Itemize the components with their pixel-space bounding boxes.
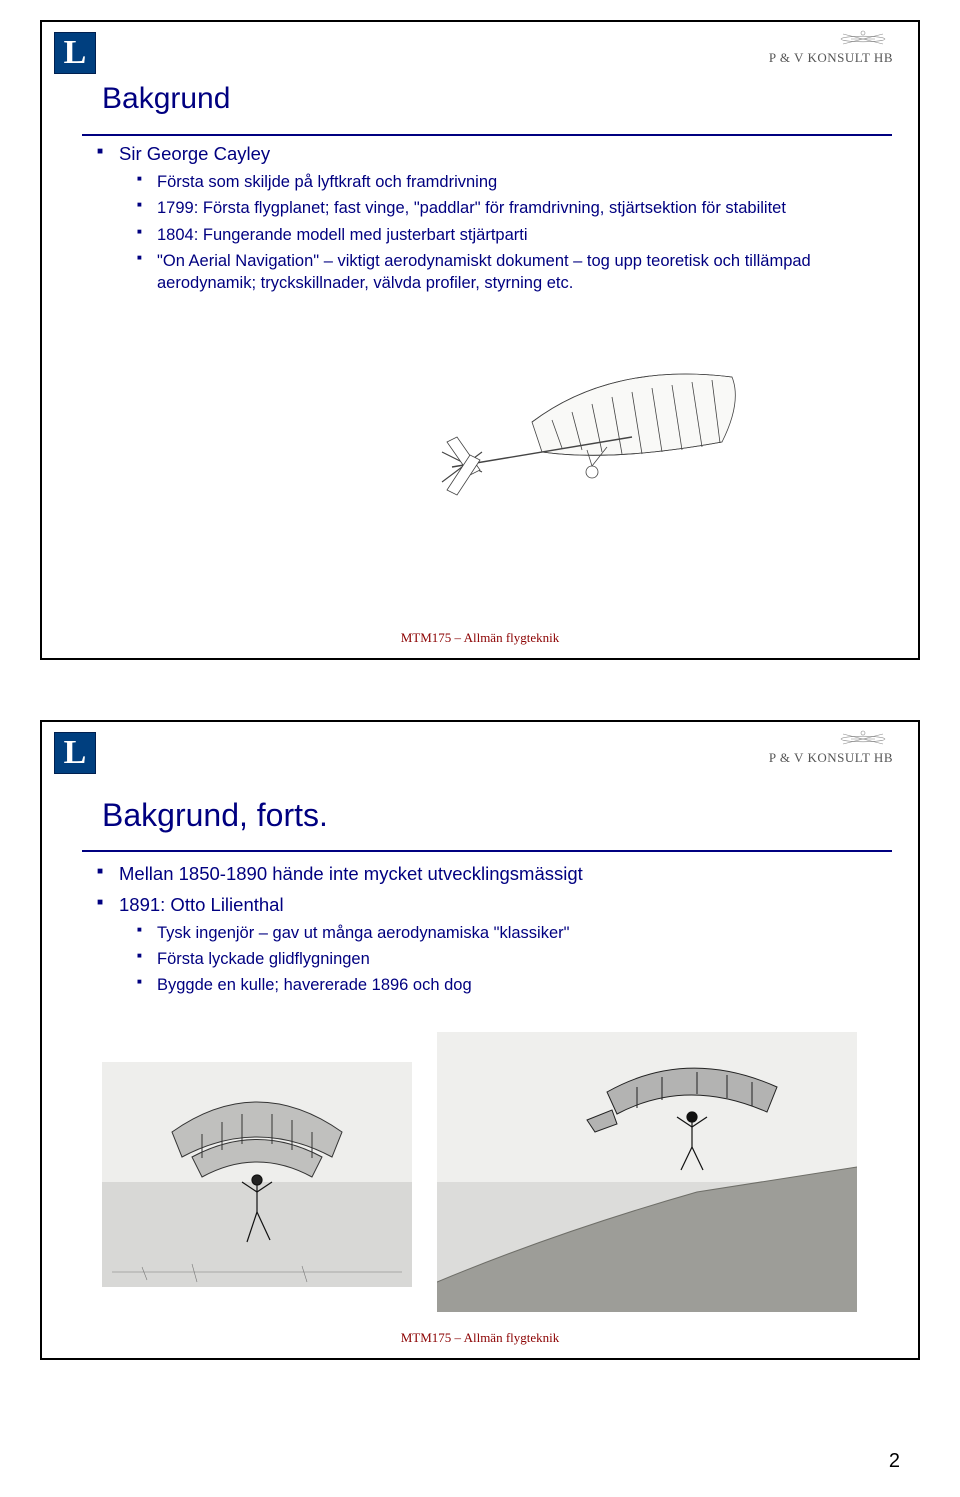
lilienthal-photo-2 [437, 1032, 857, 1312]
slide-title: Bakgrund [102, 82, 230, 116]
slide-footer: MTM175 – Allmän flygteknik [42, 1330, 918, 1346]
bullet-lvl2: Första lyckade glidflygningen [137, 948, 877, 970]
slide-1: P & V KONSULT HB Bakgrund Sir George Cay… [40, 20, 920, 660]
university-logo-l-icon [54, 32, 96, 74]
bullet-text: Byggde en kulle; havererade 1896 och dog [157, 976, 472, 994]
consult-logo: P & V KONSULT HB [769, 30, 893, 66]
bullet-lvl1: Sir George Cayley Första som skiljde på … [97, 142, 877, 294]
bullet-text: Första som skiljde på lyftkraft och fram… [157, 173, 497, 191]
bullet-lvl2: "On Aerial Navigation" – viktigt aerodyn… [137, 250, 877, 295]
slide-2: P & V KONSULT HB Bakgrund, forts. Mellan… [40, 720, 920, 1360]
bullet-text: Mellan 1850-1890 hände inte mycket utvec… [119, 863, 583, 884]
plane-icon [833, 730, 893, 748]
bullet-lvl2: Första som skiljde på lyftkraft och fram… [137, 171, 877, 193]
lilienthal-photo-1 [102, 1062, 412, 1287]
consult-brand-text: P & V KONSULT HB [769, 50, 893, 66]
bullet-lvl2: 1804: Fungerande modell med justerbart s… [137, 224, 877, 246]
title-divider [82, 850, 892, 852]
cayley-glider-illustration [412, 342, 762, 522]
bullet-text: 1799: Första flygplanet; fast vinge, "pa… [157, 199, 786, 217]
bullet-lvl1: Mellan 1850-1890 hände inte mycket utvec… [97, 862, 877, 887]
consult-logo: P & V KONSULT HB [769, 730, 893, 766]
bullet-text: Tysk ingenjör – gav ut många aerodynamis… [157, 924, 570, 942]
bullet-text: "On Aerial Navigation" – viktigt aerodyn… [157, 252, 811, 292]
bullet-lvl2: 1799: Första flygplanet; fast vinge, "pa… [137, 197, 877, 219]
bullet-text: 1804: Fungerande modell med justerbart s… [157, 226, 528, 244]
bullet-text: 1891: Otto Lilienthal [119, 894, 284, 915]
title-divider [82, 134, 892, 136]
plane-icon [833, 30, 893, 48]
bullet-text: Första lyckade glidflygningen [157, 950, 370, 968]
bullet-lvl1: 1891: Otto Lilienthal Tysk ingenjör – ga… [97, 893, 877, 997]
slide-content: Mellan 1850-1890 hände inte mycket utvec… [97, 862, 877, 1003]
bullet-lvl2: Byggde en kulle; havererade 1896 och dog [137, 974, 877, 996]
bullet-text: Sir George Cayley [119, 143, 270, 164]
slide-footer: MTM175 – Allmän flygteknik [42, 630, 918, 646]
university-logo-l-icon [54, 732, 96, 774]
page-number: 2 [20, 1420, 940, 1473]
consult-brand-text: P & V KONSULT HB [769, 750, 893, 766]
slide-header: P & V KONSULT HB [42, 722, 918, 777]
slide-title: Bakgrund, forts. [102, 797, 328, 834]
slide-content: Sir George Cayley Första som skiljde på … [97, 142, 877, 300]
slide-header: P & V KONSULT HB [42, 22, 918, 77]
bullet-lvl2: Tysk ingenjör – gav ut många aerodynamis… [137, 922, 877, 944]
